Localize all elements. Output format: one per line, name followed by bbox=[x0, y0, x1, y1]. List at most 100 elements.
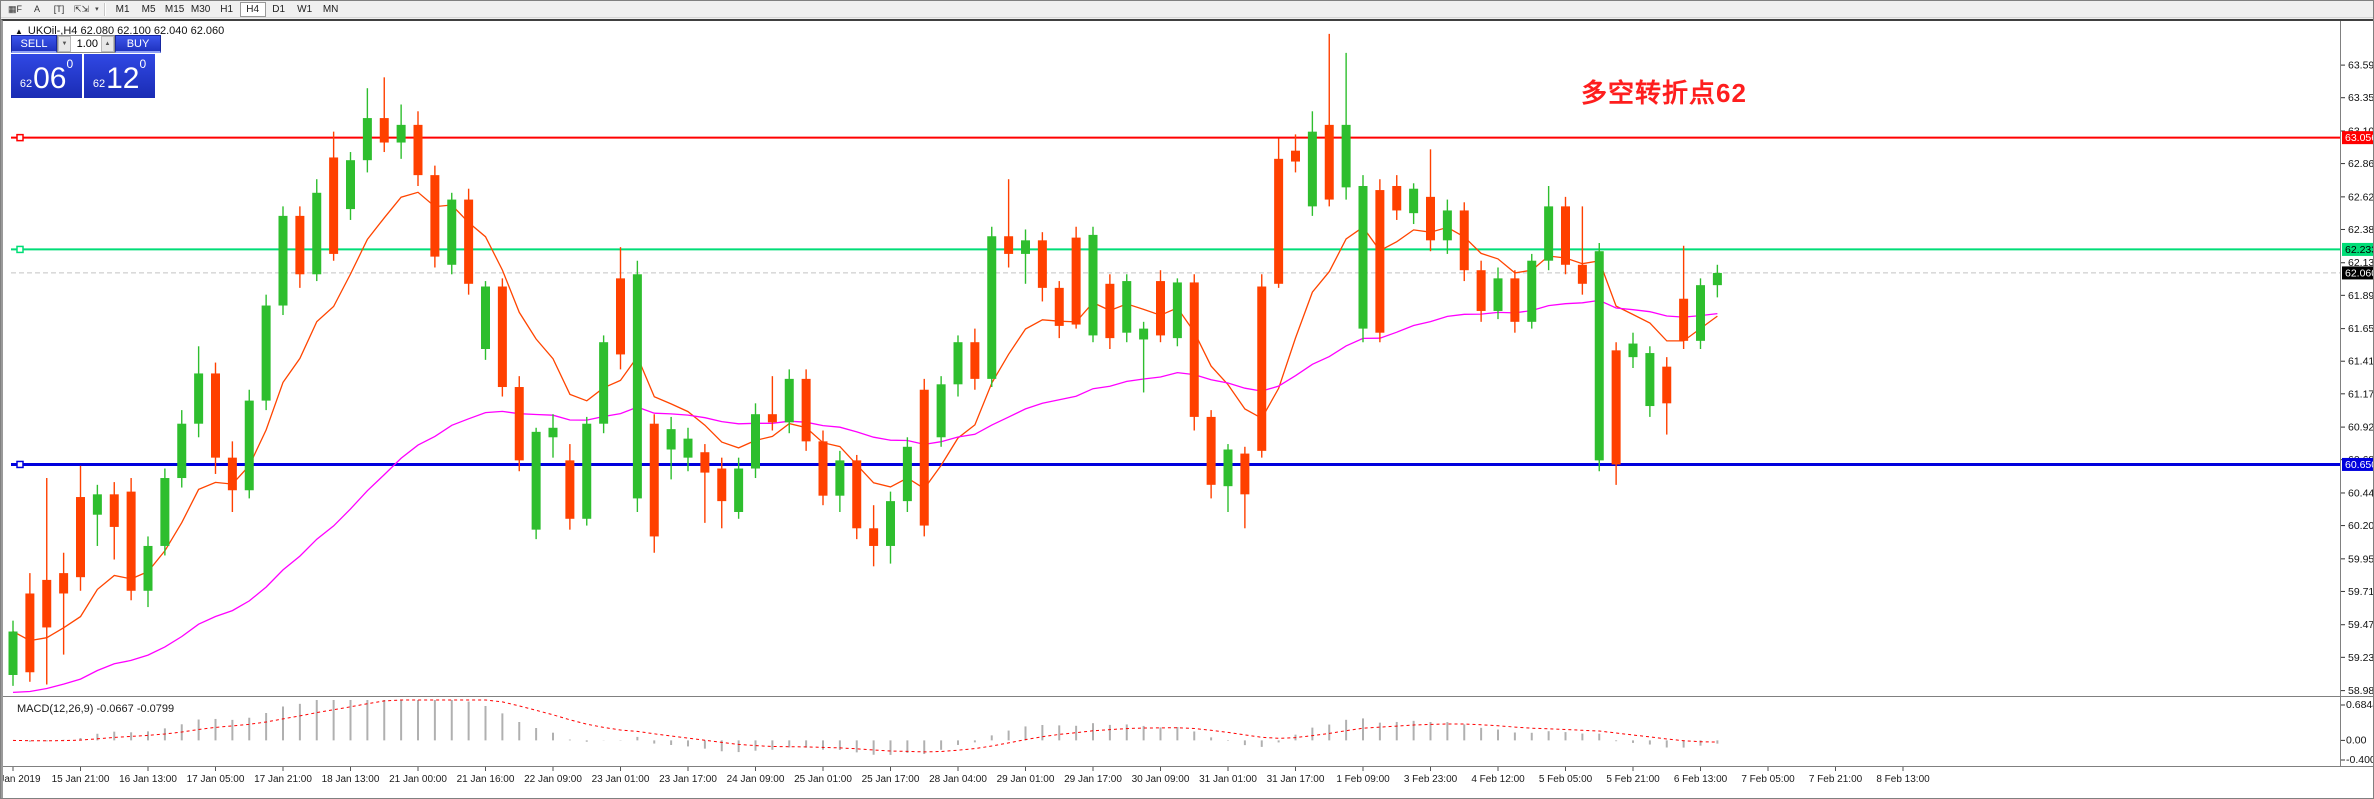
svg-text:31 Jan 01:00: 31 Jan 01:00 bbox=[1199, 774, 1257, 785]
candle bbox=[227, 441, 237, 512]
candle bbox=[1105, 274, 1115, 349]
svg-text:63.056: 63.056 bbox=[2345, 132, 2374, 144]
candle bbox=[1712, 264, 1722, 298]
candle bbox=[413, 111, 423, 186]
timeframe-mn[interactable]: MN bbox=[322, 3, 339, 15]
svg-text:21 Jan 00:00: 21 Jan 00:00 bbox=[389, 774, 447, 785]
candle bbox=[464, 188, 474, 295]
candle bbox=[599, 335, 609, 434]
svg-text:63.590: 63.590 bbox=[2348, 60, 2374, 72]
candle bbox=[1426, 149, 1435, 252]
text-box-icon[interactable]: [T] bbox=[53, 4, 65, 14]
svg-text:7 Feb 05:00: 7 Feb 05:00 bbox=[1741, 774, 1795, 785]
volume-decrease-button[interactable]: ▼ bbox=[58, 36, 71, 52]
candle bbox=[278, 206, 288, 316]
candle bbox=[76, 465, 85, 591]
resistance-line-handle[interactable] bbox=[16, 133, 24, 142]
candle bbox=[1544, 185, 1554, 271]
svg-text:15 Jan 2019: 15 Jan 2019 bbox=[3, 774, 41, 785]
candlestick-chart[interactable]: 63.59063.35063.10562.86562.62062.38062.1… bbox=[3, 21, 2374, 799]
volume-increase-button[interactable]: ▲ bbox=[101, 36, 114, 52]
svg-text:5 Feb 05:00: 5 Feb 05:00 bbox=[1539, 774, 1593, 785]
time-axis[interactable]: 15 Jan 2019 15 Jan 21:00 16 Jan 13:00 17 Ja… bbox=[3, 767, 1930, 785]
svg-text:60.650: 60.650 bbox=[2345, 459, 2374, 471]
buy-button[interactable]: BUY bbox=[115, 35, 161, 53]
timeframe-w1[interactable]: W1 bbox=[297, 3, 313, 15]
candle bbox=[1409, 183, 1419, 225]
chart-grid-icon[interactable]: ▦F bbox=[8, 3, 23, 14]
timeframe-h1[interactable]: H1 bbox=[220, 3, 234, 15]
svg-text:22 Jan 09:00: 22 Jan 09:00 bbox=[524, 774, 582, 785]
candle bbox=[1257, 274, 1267, 458]
svg-text:60.200: 60.200 bbox=[2348, 520, 2374, 532]
svg-text:59.715: 59.715 bbox=[2348, 586, 2374, 598]
candle bbox=[346, 152, 355, 220]
candle bbox=[1476, 260, 1486, 322]
candle bbox=[1628, 332, 1638, 369]
svg-text:24 Jan 09:00: 24 Jan 09:00 bbox=[727, 774, 785, 785]
svg-text:4 Feb 12:00: 4 Feb 12:00 bbox=[1471, 774, 1525, 785]
candle bbox=[784, 369, 794, 434]
candle bbox=[1122, 274, 1132, 343]
candle bbox=[1324, 33, 1334, 207]
candle bbox=[886, 491, 895, 564]
svg-text:60.925: 60.925 bbox=[2348, 422, 2374, 434]
candle bbox=[1054, 281, 1064, 339]
candle bbox=[42, 478, 52, 685]
timeframe-d1[interactable]: D1 bbox=[272, 3, 286, 15]
cursor-text-a-icon[interactable]: A bbox=[34, 4, 41, 14]
bid-pip: 0 bbox=[66, 57, 74, 71]
candle bbox=[700, 444, 710, 523]
candle bbox=[936, 376, 946, 447]
candle bbox=[565, 444, 575, 530]
timeframe-m15[interactable]: M15 bbox=[164, 3, 185, 15]
candle bbox=[869, 505, 879, 567]
candle bbox=[767, 376, 777, 431]
candle bbox=[109, 482, 119, 560]
candle bbox=[481, 281, 490, 360]
candle bbox=[8, 620, 18, 686]
timeframe-m5[interactable]: M5 bbox=[141, 3, 156, 15]
candle bbox=[818, 430, 828, 506]
candle bbox=[801, 369, 811, 451]
svg-text:61.410: 61.410 bbox=[2348, 356, 2374, 368]
candle bbox=[261, 294, 271, 411]
candle bbox=[126, 478, 136, 601]
volume-input[interactable] bbox=[71, 36, 101, 52]
svg-text:58.985: 58.985 bbox=[2348, 685, 2374, 697]
chart-annotation-text: 多空转折点62 bbox=[1581, 78, 1747, 108]
candle bbox=[447, 192, 457, 275]
timeframe-m30[interactable]: M30 bbox=[190, 3, 211, 15]
ask-price-panel[interactable]: 62 12 0 bbox=[84, 54, 155, 98]
svg-text:17 Jan 05:00: 17 Jan 05:00 bbox=[187, 774, 245, 785]
pivot-line-handle[interactable] bbox=[16, 245, 24, 254]
support-line-handle[interactable] bbox=[16, 460, 24, 469]
sell-button[interactable]: SELL bbox=[11, 35, 57, 53]
svg-text:61.650: 61.650 bbox=[2348, 323, 2374, 335]
chart-window[interactable]: 63.59063.35063.10562.86562.62062.38062.1… bbox=[1, 19, 2374, 799]
bid-price-panel[interactable]: 62 06 0 bbox=[11, 54, 82, 98]
candle bbox=[1088, 226, 1098, 343]
candle bbox=[919, 378, 929, 537]
candle bbox=[666, 416, 676, 480]
ask-prefix: 62 bbox=[92, 78, 106, 90]
symbol-title-text: UKOil-,H4 62.080 62.100 62.040 62.060 bbox=[27, 25, 225, 37]
macd-indicator-label: MACD(12,26,9) -0.0667 -0.0799 bbox=[17, 703, 175, 715]
symbol-collapse-icon[interactable]: ▲ bbox=[15, 26, 23, 36]
candle bbox=[717, 457, 727, 529]
timeframe-h4[interactable]: H4 bbox=[239, 1, 266, 17]
timeframe-m1[interactable]: M1 bbox=[115, 3, 130, 15]
candle bbox=[1240, 446, 1250, 529]
svg-text:62.135: 62.135 bbox=[2348, 257, 2374, 269]
svg-text:5 Feb 21:00: 5 Feb 21:00 bbox=[1606, 774, 1660, 785]
candle bbox=[1442, 199, 1452, 254]
arrows-objects-icon[interactable]: ⇱⇲ bbox=[74, 3, 90, 14]
macd-pane[interactable]: 0.6844 0.00 -0.4006 bbox=[12, 699, 2374, 766]
candle bbox=[1561, 196, 1570, 275]
candle bbox=[582, 416, 592, 526]
tools-dropdown-caret[interactable]: ▾ bbox=[95, 6, 99, 13]
svg-text:62.380: 62.380 bbox=[2348, 224, 2374, 236]
svg-text:28 Jan 04:00: 28 Jan 04:00 bbox=[929, 774, 987, 785]
symbol-title: ▲ UKOil-,H4 62.080 62.100 62.040 62.060 bbox=[15, 25, 224, 37]
